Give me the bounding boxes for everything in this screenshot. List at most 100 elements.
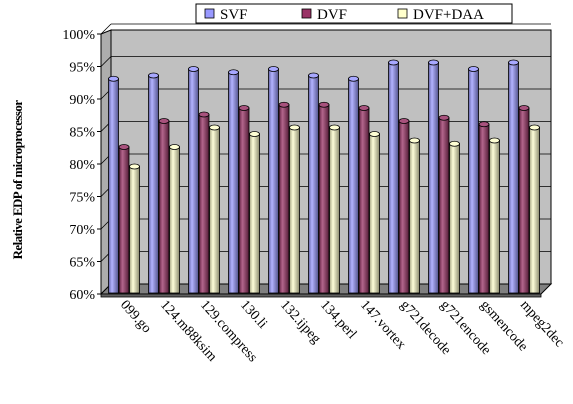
bar-body <box>449 143 460 294</box>
bar-dvf-daa <box>169 144 180 294</box>
bar-body <box>318 104 330 294</box>
bar-body <box>329 127 340 294</box>
bar-body <box>238 107 250 294</box>
bar-dvf-daa <box>249 131 260 294</box>
bar-svf <box>468 66 479 294</box>
y-tick-label: 100% <box>62 28 95 43</box>
bar-top <box>278 101 290 108</box>
y-tick-label: 70% <box>69 223 95 238</box>
y-tick-label: 95% <box>69 61 95 76</box>
bar-svf <box>108 75 119 294</box>
bar-dvf <box>238 105 250 294</box>
bar-dvf-daa <box>129 163 140 294</box>
bar-dvf <box>118 144 130 294</box>
bar-body <box>409 140 420 294</box>
bar-body <box>148 75 159 294</box>
bar-body <box>118 146 130 294</box>
bar-top <box>268 66 279 72</box>
bar-svf <box>268 66 279 294</box>
bar-top <box>158 118 170 124</box>
legend: SVF DVF DVF+DAA <box>195 3 513 24</box>
bar-top <box>518 105 530 111</box>
bar-top <box>318 101 330 108</box>
bar-top <box>129 163 140 170</box>
bar-body <box>188 68 199 294</box>
bar-body <box>348 78 359 294</box>
bar-top <box>489 137 500 144</box>
bar-top <box>308 72 319 79</box>
bar-top <box>508 59 519 66</box>
bar-top <box>398 118 410 124</box>
bar-dvf <box>318 101 330 294</box>
bar-top <box>478 121 490 128</box>
bar-svf <box>188 66 199 294</box>
bar-top <box>329 124 340 131</box>
bar-body <box>308 75 319 294</box>
bar-dvf <box>438 114 450 294</box>
bar-svf <box>308 72 319 294</box>
bar-body <box>358 107 370 294</box>
bar-top <box>438 114 450 121</box>
bar-top <box>388 59 399 66</box>
bar-body <box>158 120 170 294</box>
bar-top <box>468 66 479 72</box>
legend-box <box>195 3 513 24</box>
bar-top <box>238 105 250 111</box>
bar-dvf-daa <box>529 124 540 294</box>
bar-top <box>358 105 370 111</box>
bar-top <box>108 75 119 82</box>
bar-body <box>438 117 450 294</box>
bar-top <box>188 66 199 72</box>
bar-body <box>249 133 260 294</box>
bar-dvf-daa <box>409 137 420 294</box>
bar-dvf-daa <box>209 124 220 294</box>
bar-body <box>369 133 380 294</box>
bar-dvf-daa <box>289 124 300 294</box>
legend-swatch <box>301 8 312 19</box>
bar-dvf <box>358 105 370 294</box>
bar-body <box>198 114 210 294</box>
bar-body <box>489 140 500 294</box>
bar-body <box>398 120 410 294</box>
bar-dvf <box>398 118 410 294</box>
bar-top <box>169 144 180 150</box>
bar-svf <box>428 59 439 294</box>
bar-body <box>108 78 119 294</box>
y-tick-label: 75% <box>69 191 95 206</box>
legend-label: DVF+DAA <box>413 7 484 23</box>
bar-top <box>198 111 210 118</box>
y-tick-label: 60% <box>69 288 95 303</box>
bar-top <box>228 69 239 76</box>
bar-top <box>529 124 540 131</box>
bar-dvf <box>198 111 210 294</box>
bar-dvf <box>478 121 490 294</box>
bar-top <box>409 137 420 144</box>
bar-body <box>388 62 399 294</box>
bar-body <box>209 127 220 294</box>
bar-body <box>289 127 300 294</box>
x-tick-label: 099.go <box>117 298 154 337</box>
bar-top <box>369 131 380 137</box>
x-tick-label: 130.li <box>237 298 270 332</box>
bar-body <box>478 123 490 294</box>
bar-top <box>249 131 260 137</box>
legend-label: DVF <box>317 7 347 23</box>
bar-dvf-daa <box>369 131 380 294</box>
bars <box>108 59 540 294</box>
bar-body <box>228 71 239 294</box>
bar-body <box>428 62 439 294</box>
y-axis-ticks: 60% 65% 70% 75% 80% 85% 90% 95% 100% <box>62 28 101 303</box>
bar-body <box>508 62 519 294</box>
gridline-side <box>100 23 112 35</box>
gridline-side <box>100 56 112 67</box>
bar-top <box>449 140 460 147</box>
bar-top <box>148 72 159 79</box>
y-tick-label: 90% <box>69 93 95 108</box>
bar-body <box>268 68 279 294</box>
bar-dvf-daa <box>489 137 500 294</box>
bar-svf <box>388 59 399 294</box>
bar-dvf <box>278 101 290 294</box>
